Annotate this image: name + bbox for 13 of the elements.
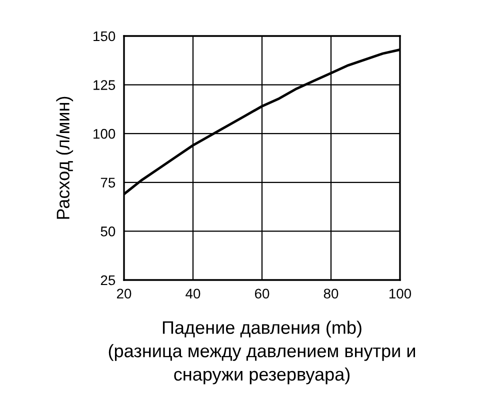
y-tick-label: 25 [100, 275, 116, 286]
x-axis-title: Падение давления (mb) (разница между давлением внутри и снаружи резервуара) [108, 320, 416, 384]
y-tick-label: 100 [94, 128, 116, 139]
x-tick-label: 80 [324, 288, 338, 299]
x-tick-label: 20 [116, 288, 132, 299]
y-tick-label: 150 [94, 31, 116, 42]
y-tick-label: 75 [100, 178, 116, 188]
y-tick-label: 50 [100, 226, 116, 236]
x-tick-label: 60 [254, 288, 270, 299]
y-tick-label: 125 [94, 80, 116, 90]
x-tick-label: 40 [186, 288, 200, 299]
y-axis-title: Расход (л/мин) [56, 96, 74, 219]
x-tick-label: 100 [389, 288, 412, 299]
